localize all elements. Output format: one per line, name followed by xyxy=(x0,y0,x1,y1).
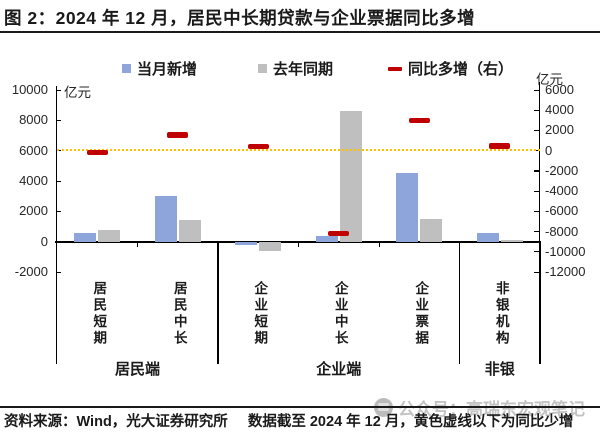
right-axis-tick-label: 0 xyxy=(545,142,553,158)
right-axis-tick xyxy=(533,190,539,192)
right-axis-tick xyxy=(533,210,539,213)
left-axis-tick xyxy=(56,119,61,122)
right-axis-tick xyxy=(533,271,539,273)
bar-当月新增-非银机构 xyxy=(476,233,499,242)
group-divider xyxy=(539,241,541,364)
left-axis-tick xyxy=(56,89,61,91)
page-title: 图 2：2024 年 12 月，居民中长期贷款与企业票据同比多增 xyxy=(4,8,476,28)
yoy-marker-企业中长 xyxy=(328,230,350,237)
yoy-marker-企业短期 xyxy=(247,143,269,150)
yoy-marker-居民中长 xyxy=(167,132,189,138)
yoy-marker-企业票据 xyxy=(408,117,430,124)
right-axis-tick xyxy=(533,251,539,253)
bar-当月新增-企业短期 xyxy=(235,241,258,246)
chart-area: 亿元 亿元 10000 8000 6000 4000 2000 0 -2000 6000 400… xyxy=(11,72,586,378)
right-axis-tick-label: -8000 xyxy=(545,223,579,239)
right-axis-unit: 亿元 xyxy=(536,72,563,87)
legend-label: 同比多增（右） xyxy=(408,61,514,78)
category-label-企业中长: 企业中长 xyxy=(332,281,348,347)
group-divider xyxy=(217,241,219,364)
footer-divider xyxy=(0,406,600,408)
left-axis-tick xyxy=(56,180,61,182)
group-divider xyxy=(458,241,461,364)
bar-当月新增-企业中长 xyxy=(315,235,338,242)
right-axis-tick-label: -12000 xyxy=(545,264,586,279)
bar-去年同期-企业短期 xyxy=(259,241,282,252)
right-axis-tick-label: -10000 xyxy=(545,243,586,259)
category-label-居民中长: 居民中长 xyxy=(171,281,187,347)
category-label-企业票据: 企业票据 xyxy=(413,281,429,347)
legend-label: 去年同期 xyxy=(273,61,334,78)
left-axis-tick xyxy=(56,210,61,213)
watermark-text: 公众号：高瑞东宏观笔记 xyxy=(398,399,585,419)
bar-去年同期-企业票据 xyxy=(420,218,443,242)
category-label-居民短期: 居民短期 xyxy=(91,281,107,347)
right-axis-tick xyxy=(533,109,539,111)
yoy-marker-非银机构 xyxy=(489,143,511,149)
category-label-非银机构: 非银机构 xyxy=(493,281,509,347)
yoy-marker-居民短期 xyxy=(86,149,108,156)
group-label-企业端: 企业端 xyxy=(316,361,362,378)
legend-swatch-red-dash-icon xyxy=(388,66,402,71)
legend-item-yoy-change: 同比多增（右） xyxy=(388,58,513,79)
left-axis-line xyxy=(55,86,57,364)
bar-当月新增-居民短期 xyxy=(74,232,97,242)
x-axis-baseline xyxy=(55,240,541,243)
title-underline xyxy=(0,31,600,33)
left-axis-tick-label: -2000 xyxy=(14,264,48,279)
right-axis-tick xyxy=(533,129,539,132)
footer: 资料来源：Wind，光大证券研究所 数据截至 2024 年 12 月，黄色虚线以… xyxy=(4,410,600,431)
group-label-居民端: 居民端 xyxy=(114,361,161,378)
watermark: 公众号：高瑞东宏观笔记 xyxy=(374,396,585,419)
right-axis-tick-label: -2000 xyxy=(545,162,579,178)
category-tick xyxy=(137,241,139,247)
bar-去年同期-企业中长 xyxy=(339,111,362,242)
right-axis-line xyxy=(538,82,540,364)
group-label-非银: 非银 xyxy=(484,361,515,378)
right-axis-tick-label: -4000 xyxy=(545,183,579,199)
left-axis-tick xyxy=(56,271,61,273)
category-label-企业短期: 企业短期 xyxy=(252,281,268,347)
bar-去年同期-居民中长 xyxy=(178,219,201,242)
right-axis-tick-label: 4000 xyxy=(545,102,574,118)
source-note: 资料来源：Wind，光大证券研究所 xyxy=(4,414,228,430)
category-tick xyxy=(298,241,300,247)
bar-去年同期-居民短期 xyxy=(98,230,121,242)
left-axis-tick-label: 2000 xyxy=(19,203,48,219)
legend-item-last-year: 去年同期 xyxy=(258,58,333,79)
legend-label: 当月新增 xyxy=(137,61,198,78)
left-axis-tick-label: 0 xyxy=(40,233,48,249)
left-axis-tick-label: 10000 xyxy=(11,82,48,97)
chart-legend: 当月新增 去年同期 同比多增（右） xyxy=(0,58,600,78)
left-axis-tick-label: 8000 xyxy=(19,112,48,128)
data-note: 数据截至 2024 年 12 月，黄色虚线以下为同比少增 xyxy=(247,414,574,430)
left-axis-unit: 亿元 xyxy=(64,85,91,100)
right-axis-tick-label: -6000 xyxy=(545,203,579,219)
legend-item-current-month: 当月新增 xyxy=(122,58,197,79)
legend-swatch-gray-icon xyxy=(258,64,267,73)
legend-swatch-blue-icon xyxy=(122,64,131,73)
bar-当月新增-居民中长 xyxy=(154,196,177,242)
right-axis-tick-label: 6000 xyxy=(545,82,574,97)
left-axis-tick-label: 6000 xyxy=(19,142,48,158)
category-tick xyxy=(378,241,380,247)
right-axis-tick-label: 2000 xyxy=(545,122,574,138)
right-axis-tick xyxy=(533,89,539,91)
left-axis-tick-label: 4000 xyxy=(19,173,48,188)
right-axis-tick xyxy=(533,170,539,172)
bar-去年同期-非银机构 xyxy=(500,240,523,242)
right-axis-tick xyxy=(533,231,539,233)
bar-当月新增-企业票据 xyxy=(396,173,419,242)
zero-reference-line xyxy=(57,149,540,152)
